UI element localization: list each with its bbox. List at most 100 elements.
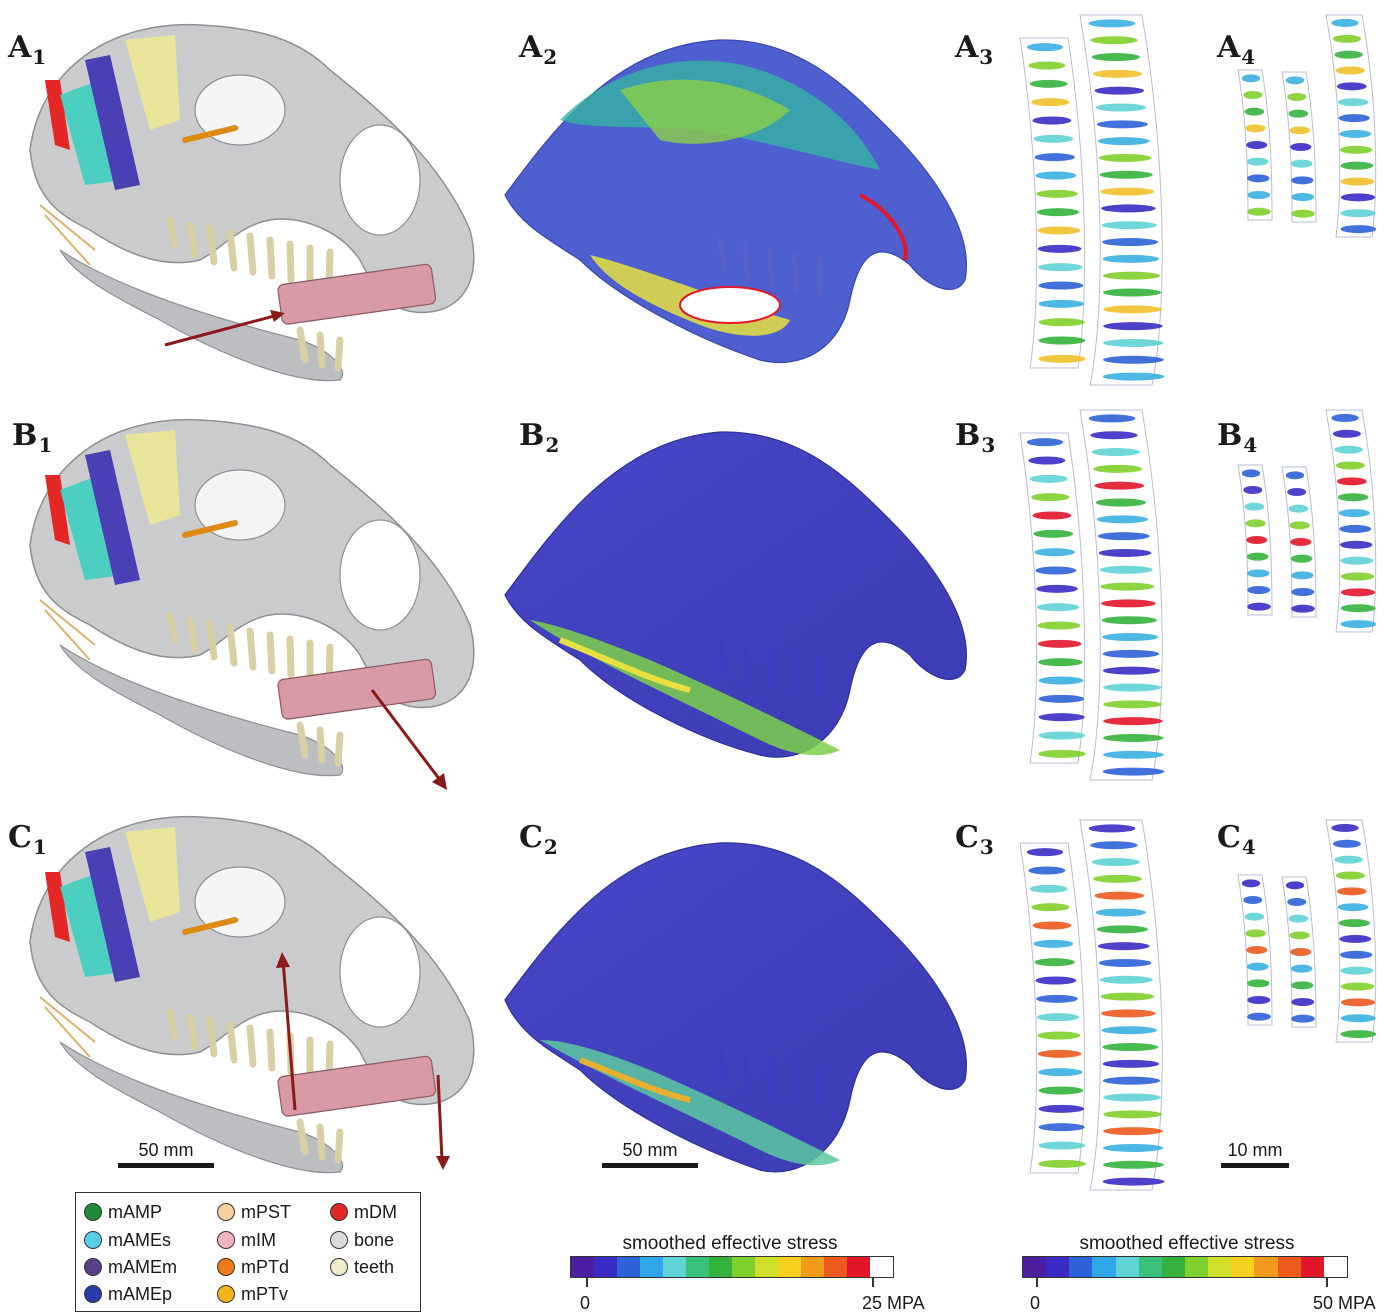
colorbar-right-max-label: 50 MPA — [1313, 1293, 1376, 1313]
legend-item-mamep: mAMEp — [84, 1283, 172, 1305]
legend-item-mptd: mPTd — [217, 1256, 289, 1278]
colorbar-left — [570, 1256, 894, 1278]
tooth-sections — [1019, 14, 1377, 1191]
legend-item-mamp: mAMP — [84, 1201, 162, 1223]
colorbar-swatch — [1046, 1257, 1070, 1277]
panel-letter: A — [519, 30, 543, 65]
panel-letter: B — [519, 418, 545, 453]
colorbar-swatch — [663, 1257, 686, 1277]
panel-number: 2 — [543, 835, 558, 859]
panel-number: 3 — [979, 45, 994, 69]
colorbar-left-tick-min — [586, 1278, 588, 1287]
panel-letter: A — [8, 30, 32, 65]
panel-number: 2 — [543, 45, 558, 69]
colorbar-swatch — [1323, 1257, 1347, 1277]
legend-swatch — [217, 1258, 235, 1276]
legend-swatch — [84, 1258, 102, 1276]
colorbar-swatch — [686, 1257, 709, 1277]
colorbar-left-title: smoothed effective stress — [622, 1233, 838, 1254]
legend-label: mAMEs — [108, 1229, 171, 1250]
legend-swatch — [84, 1285, 102, 1303]
colorbar-swatch — [1208, 1257, 1232, 1277]
legend-item-mptv: mPTv — [217, 1283, 288, 1305]
legend-item-mames: mAMEs — [84, 1229, 171, 1251]
colorbar-swatch — [1069, 1257, 1093, 1277]
legend-swatch — [330, 1231, 348, 1249]
legend-label: mAMP — [108, 1201, 162, 1222]
scale-bar-label: 50 mm — [138, 1140, 194, 1160]
scale-bar-skull-model: 50 mm — [118, 1140, 214, 1168]
panel-label-b4: B4 — [1217, 418, 1257, 457]
colorbar-swatch — [1184, 1257, 1209, 1277]
legend-swatch — [330, 1203, 348, 1221]
legend-swatch — [84, 1203, 102, 1221]
panel-letter: C — [8, 820, 32, 855]
colorbar-right — [1022, 1256, 1348, 1278]
colorbar-swatch — [617, 1257, 640, 1277]
colorbar-left-max-label: 25 MPA — [862, 1293, 925, 1313]
legend-item-teeth: teeth — [330, 1256, 394, 1278]
legend-swatch — [84, 1231, 102, 1249]
panel-number: 1 — [38, 433, 53, 457]
colorbar-left-min-label: 0 — [580, 1293, 591, 1313]
legend-label: mIM — [241, 1229, 276, 1250]
panel-number: 2 — [545, 433, 560, 457]
colorbar-swatch — [1300, 1257, 1324, 1277]
panel-label-a3: A3 — [955, 30, 993, 69]
colorbar-swatch — [571, 1257, 594, 1277]
colorbar-right-title: smoothed effective stress — [1079, 1233, 1295, 1254]
legend-swatch — [217, 1231, 235, 1249]
panel-number: 1 — [32, 45, 47, 69]
legend-label: mAMEp — [108, 1283, 173, 1304]
panel-label-c4: C4 — [1217, 820, 1256, 859]
panel-label-b1: B1 — [12, 418, 52, 457]
panel-letter: C — [955, 820, 979, 855]
scale-bar-line — [118, 1163, 214, 1168]
panel-letter: A — [955, 30, 979, 65]
scale-bar-line — [1221, 1163, 1289, 1168]
colorbar-swatch — [1254, 1257, 1278, 1277]
scale-bar-stress-model: 50 mm — [602, 1140, 698, 1168]
legend-label: mPTv — [241, 1283, 288, 1304]
muscle-legend: mAMP mAMEs mAMEm mAMEp mPST mIM mPTd mPT… — [75, 1192, 421, 1312]
stress-skull-c2 — [504, 842, 967, 1173]
panel-label-c2: C2 — [519, 820, 558, 859]
panel-number: 4 — [1243, 433, 1258, 457]
legend-swatch — [330, 1258, 348, 1276]
colorbar-swatch — [870, 1257, 893, 1277]
legend-item-mim: mIM — [217, 1229, 276, 1251]
panel-number: 3 — [981, 433, 996, 457]
colorbar-swatch — [755, 1257, 778, 1277]
colorbar-swatch — [1092, 1257, 1116, 1277]
scale-bar-label: 10 mm — [1227, 1140, 1283, 1160]
legend-item-mpst: mPST — [217, 1201, 291, 1223]
panel-number: 4 — [1241, 45, 1256, 69]
legend-label: mPST — [241, 1201, 292, 1222]
panel-number: 1 — [32, 835, 47, 859]
colorbar-right-min-label: 0 — [1030, 1293, 1041, 1313]
colorbar-swatch — [640, 1257, 663, 1277]
panel-letter: A — [1217, 30, 1241, 65]
panel-letter: B — [955, 418, 981, 453]
panel-label-a2: A2 — [519, 30, 557, 69]
legend-label: mAMEm — [108, 1256, 177, 1277]
panel-letter: B — [12, 418, 38, 453]
colorbar-swatch — [732, 1257, 755, 1277]
panel-letter: C — [519, 820, 543, 855]
legend-item-mdm: mDM — [330, 1201, 397, 1223]
legend-label: mPTd — [241, 1256, 290, 1277]
panel-letter: B — [1217, 418, 1243, 453]
scale-bar-label: 50 mm — [622, 1140, 678, 1160]
colorbar-swatch — [1138, 1257, 1162, 1277]
panel-number: 4 — [1241, 835, 1256, 859]
colorbar-swatch — [1231, 1257, 1255, 1277]
colorbar-swatch — [824, 1257, 847, 1277]
panel-label-a4: A4 — [1217, 30, 1255, 69]
legend-label: mDM — [354, 1201, 397, 1222]
legend-item-mamem: mAMEm — [84, 1256, 177, 1278]
colorbar-swatch — [778, 1257, 801, 1277]
colorbar-swatch — [1277, 1257, 1301, 1277]
legend-swatch — [217, 1203, 235, 1221]
colorbar-swatch — [801, 1257, 824, 1277]
